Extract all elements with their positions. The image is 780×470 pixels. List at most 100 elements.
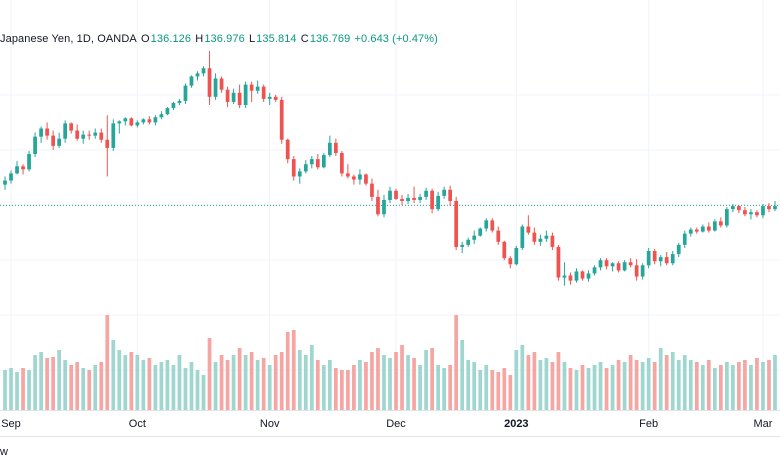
candle-body [388,190,392,200]
volume-bar [706,360,711,410]
volume-bar [237,348,242,410]
candle-body [147,119,152,123]
volume-bar [201,375,206,410]
volume-bar [490,370,495,410]
candle-body [141,119,146,123]
volume-bar [737,362,741,410]
volume-bar [472,362,477,410]
volume-bar [670,352,675,410]
volume-bar [700,365,705,410]
volume-bar [219,355,224,410]
volume-bar [57,350,62,410]
volume-bar [333,368,338,410]
candle-body [400,198,404,201]
candle-body [346,173,350,177]
volume-bar [285,332,290,410]
volume-bar [574,370,579,410]
symbol-title: Japanese Yen, 1D, OANDA [0,33,137,45]
volume-bar [141,360,146,410]
candle-body [237,92,242,106]
volume-bar [580,365,585,410]
open-label: O [141,33,150,45]
volume-bar [502,368,507,410]
candle-body [261,86,266,99]
candle-body [195,73,200,77]
candle-body [472,235,477,240]
candle-body [694,229,699,232]
candle-body [340,153,344,174]
candle-body [562,275,567,278]
candle-body [478,228,483,236]
candle-body [749,212,753,215]
volume-bar [51,357,55,410]
volume-bar [544,358,549,410]
volume-bar [147,358,152,410]
volume-bar [731,365,735,410]
volume-bar [640,362,645,410]
candle-body [466,239,471,245]
bottom-divider [0,436,780,437]
volume-bar [388,358,392,410]
candle-body [725,209,729,226]
volume-bar [646,358,651,410]
candle-body [514,247,519,265]
volume-bar [382,355,386,410]
candle-body [568,275,573,281]
volume-bar [171,365,176,410]
candle-body [712,221,717,231]
candle-body [129,118,134,126]
volume-bar [123,355,128,410]
candle-body [21,166,25,170]
volume-bar [255,360,260,410]
close-label: C [300,33,309,45]
candle-body [27,154,31,170]
volume-bar [207,338,212,410]
volume-bar [460,340,465,410]
candle-body [39,128,43,137]
volume-bar [676,360,681,410]
candle-body [436,195,440,210]
candle-body [658,257,663,262]
candle-body [75,130,80,139]
ohlc-legend: Japanese Yen, 1D, OANDA O136.126 H136.97… [0,33,439,45]
candle-body [418,196,422,200]
volume-bar [773,355,777,410]
candle-body [51,135,55,146]
volume-bar [63,360,68,410]
candle-body [622,262,627,271]
volume-bar [93,365,98,410]
candle-body [460,244,465,247]
volume-bar [478,370,483,410]
volume-bar [496,372,501,410]
volume-bar [400,345,404,410]
volume-bar [75,362,80,410]
volume-bar [159,362,164,410]
volume-bar [430,348,434,410]
candle-body [33,136,37,155]
volume-bar [616,360,621,410]
candle-body [700,226,705,232]
candle-body [285,139,290,160]
candle-body [755,212,759,216]
candle-body [634,265,639,277]
volume-bar [153,365,158,410]
low-value: 135.814 [256,33,297,45]
x-axis-line [0,410,780,411]
volume-bar [45,358,49,410]
candle-body [3,180,7,185]
volume-bar [394,352,398,410]
volume-bar [364,362,368,410]
volume-bar [725,362,729,410]
volume-bar [586,368,591,410]
candle-body [57,138,62,146]
volume-bar [604,368,609,410]
candle-body [412,197,416,200]
candle-body [406,197,410,201]
volume-bar [514,350,519,410]
candle-body [382,199,386,215]
candle-body [117,121,122,124]
volume-bar [538,360,543,410]
candle-body [249,84,254,91]
candle-body [267,96,272,99]
